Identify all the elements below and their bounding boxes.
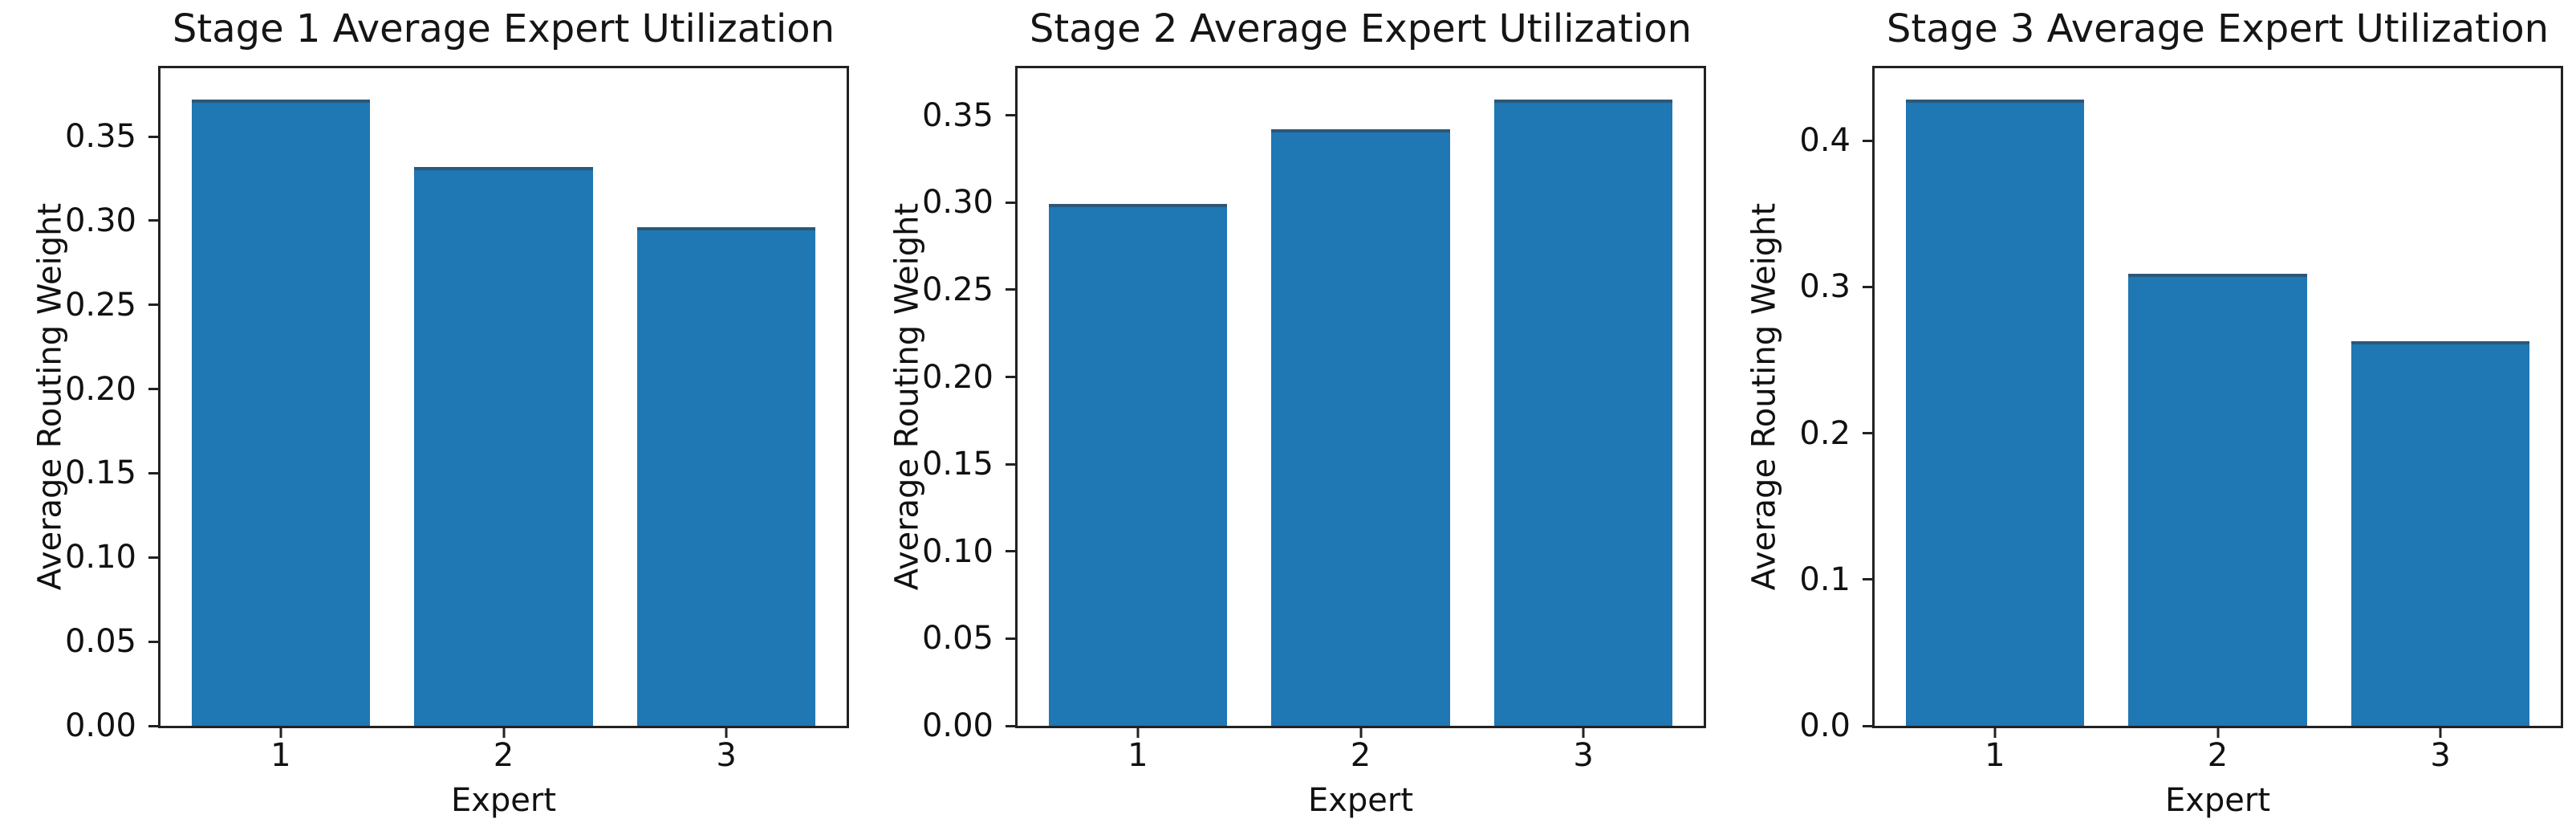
y-tick-mark [1006, 376, 1015, 379]
x-tick-label: 1 [1985, 737, 2005, 774]
x-tick-mark [502, 728, 505, 738]
x-axis-label: Expert [450, 782, 557, 819]
y-tick-mark [1006, 637, 1015, 640]
y-tick-label: 0.05 [64, 623, 136, 661]
bar-expert-2 [414, 166, 593, 726]
x-tick-label: 3 [1573, 737, 1594, 774]
y-tick-label: 0.15 [921, 446, 993, 483]
y-tick-label: 0.25 [921, 271, 993, 308]
y-tick-label: 0.25 [64, 286, 136, 324]
y-tick-label: 0.15 [64, 454, 136, 492]
x-tick-mark [1359, 728, 1362, 738]
y-tick-mark [1006, 724, 1015, 727]
bar-expert-3 [637, 227, 816, 726]
x-tick-label: 3 [2430, 737, 2451, 774]
subplot-stage-3: Stage 3 Average Expert Utilization Avera… [1746, 0, 2563, 839]
plot-area: 0.00 0.05 0.10 0.15 0.20 0.25 0.30 0.35 1 2 3 [922, 66, 1706, 772]
y-tick-mark [148, 135, 158, 138]
y-tick-mark [1006, 201, 1015, 204]
x-tick-label: 2 [493, 737, 514, 774]
y-tick-mark [1863, 432, 1872, 435]
subplot-stage-1: Stage 1 Average Expert Utilization Avera… [32, 0, 849, 839]
y-tick-mark [148, 388, 158, 391]
x-tick-mark [725, 728, 728, 738]
y-tick-mark [148, 219, 158, 222]
y-tick-mark [148, 556, 158, 559]
y-tick-label: 0.05 [921, 620, 993, 658]
x-tick-mark [279, 728, 282, 738]
y-tick-label: 0.10 [921, 532, 993, 570]
y-tick-label: 0.35 [921, 96, 993, 134]
bar-expert-3 [1494, 100, 1673, 726]
x-axis-label: Expert [2164, 782, 2271, 819]
y-tick-mark [1863, 285, 1872, 288]
plot-area: 0.0 0.1 0.2 0.3 0.4 1 2 3 [1799, 66, 2563, 772]
y-tick-mark [148, 640, 158, 643]
y-tick-label: 0.2 [1799, 414, 1851, 452]
y-tick-mark [1006, 288, 1015, 291]
y-tick-mark [1006, 462, 1015, 466]
bar-expert-1 [191, 100, 370, 726]
x-tick-mark [2439, 728, 2442, 738]
y-tick-label: 0.20 [64, 370, 136, 408]
x-tick-mark [2216, 728, 2219, 738]
chart-title: Stage 3 Average Expert Utilization [1886, 6, 2550, 51]
plot-area: 0.00 0.05 0.10 0.15 0.20 0.25 0.30 0.35 1 2 3 [65, 66, 849, 772]
chart-title: Stage 1 Average Expert Utilization [172, 6, 835, 51]
y-tick-label: 0.00 [64, 707, 136, 744]
x-tick-label: 2 [1350, 737, 1371, 774]
x-tick-mark [1993, 728, 1997, 738]
y-tick-mark [148, 724, 158, 727]
y-tick-label: 0.4 [1799, 122, 1851, 160]
y-tick-label: 0.0 [1799, 707, 1851, 744]
x-tick-mark [1582, 728, 1585, 738]
y-tick-label: 0.1 [1799, 560, 1851, 598]
y-tick-label: 0.30 [64, 202, 136, 239]
bar-expert-2 [1271, 129, 1450, 726]
y-tick-label: 0.3 [1799, 268, 1851, 306]
y-tick-mark [1863, 578, 1872, 581]
x-tick-label: 2 [2207, 737, 2229, 774]
subplot-stage-2: Stage 2 Average Expert Utilization Avera… [889, 0, 1706, 839]
y-tick-label: 0.10 [64, 539, 136, 576]
bar-expert-1 [1048, 204, 1227, 726]
x-tick-label: 1 [1128, 737, 1148, 774]
y-tick-label: 0.20 [921, 358, 993, 396]
x-tick-label: 1 [270, 737, 291, 774]
x-axis-label: Expert [1307, 782, 1414, 819]
x-tick-label: 3 [716, 737, 737, 774]
bar-expert-1 [1905, 100, 2084, 726]
y-tick-mark [1863, 724, 1872, 727]
chart-title: Stage 2 Average Expert Utilization [1029, 6, 1692, 51]
y-axis-label: Average Routing Weight [1745, 202, 1783, 591]
y-tick-mark [1006, 114, 1015, 117]
y-tick-mark [148, 471, 158, 474]
y-tick-label: 0.35 [64, 118, 136, 156]
y-tick-label: 0.00 [921, 707, 993, 744]
y-tick-label: 0.30 [921, 184, 993, 222]
y-tick-mark [148, 303, 158, 307]
y-tick-mark [1006, 550, 1015, 553]
x-tick-mark [1136, 728, 1140, 738]
bar-expert-2 [2128, 273, 2307, 726]
bar-expert-3 [2351, 340, 2530, 726]
y-tick-mark [1863, 139, 1872, 142]
